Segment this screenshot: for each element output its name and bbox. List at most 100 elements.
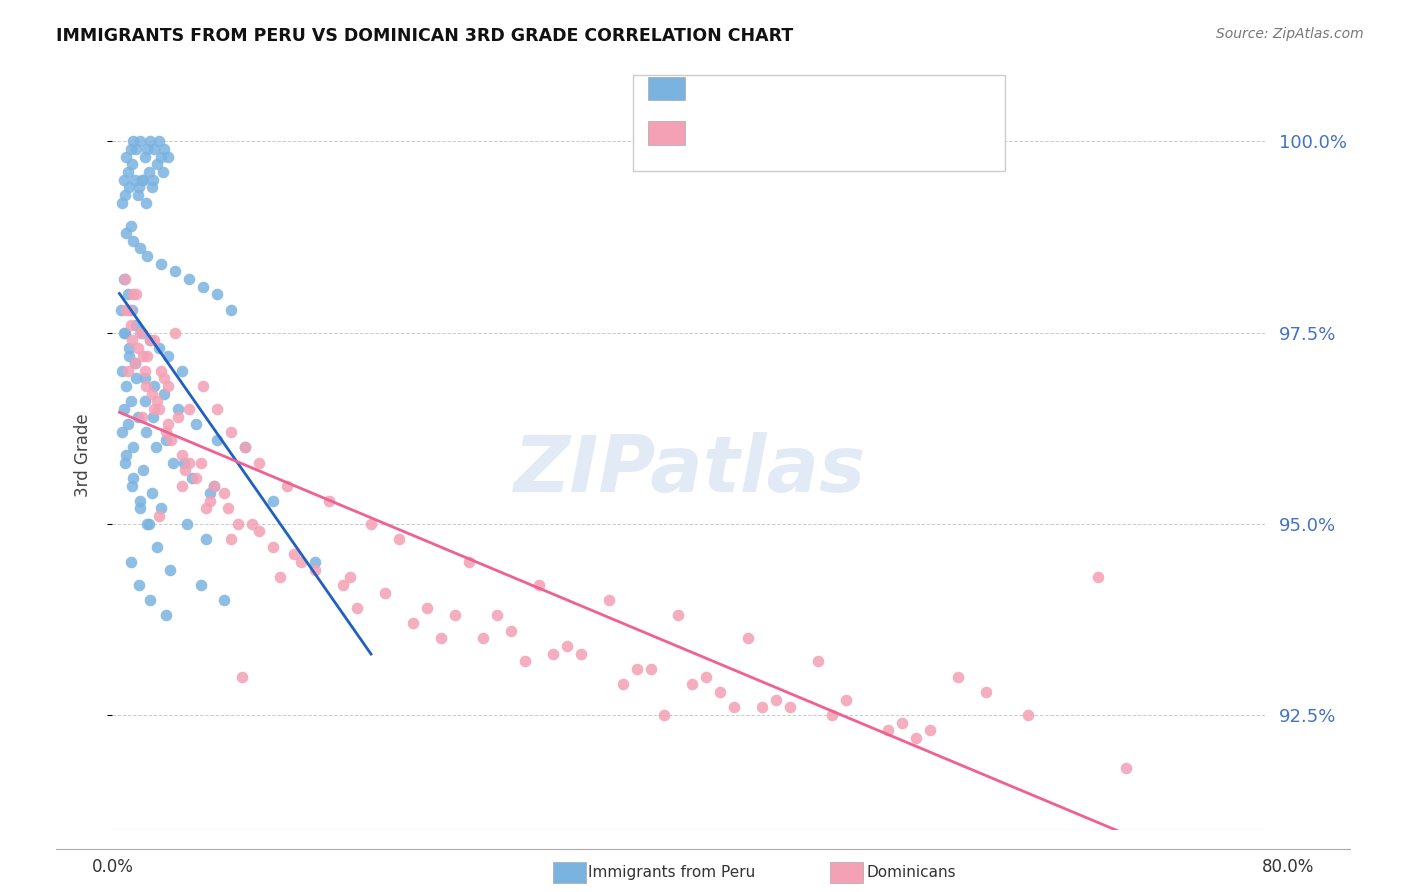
- Point: [416, 600, 439, 615]
- Point: [226, 516, 249, 531]
- Point: [179, 402, 201, 417]
- Point: [172, 448, 194, 462]
- Point: [148, 402, 170, 417]
- Point: [598, 593, 620, 607]
- Point: [807, 654, 830, 668]
- Text: 105: 105: [851, 123, 889, 141]
- Point: [145, 440, 167, 454]
- Point: [117, 417, 139, 432]
- Y-axis label: 3rd Grade: 3rd Grade: [73, 413, 91, 497]
- Point: [240, 516, 263, 531]
- Point: [112, 172, 135, 186]
- Point: [974, 685, 997, 699]
- Text: 0.395: 0.395: [738, 78, 794, 96]
- Point: [138, 516, 160, 531]
- Point: [247, 456, 270, 470]
- Point: [157, 379, 180, 393]
- Text: N =: N =: [806, 78, 837, 96]
- Point: [709, 685, 731, 699]
- Point: [135, 425, 157, 439]
- Point: [118, 349, 141, 363]
- Point: [179, 272, 201, 286]
- Point: [640, 662, 662, 676]
- Point: [142, 172, 165, 186]
- Point: [139, 333, 162, 347]
- Point: [1115, 761, 1137, 775]
- Text: 80.0%: 80.0%: [1263, 858, 1315, 876]
- Point: [122, 135, 145, 149]
- Point: [141, 486, 163, 500]
- Point: [499, 624, 522, 638]
- Point: [186, 471, 208, 485]
- Point: [402, 616, 425, 631]
- Point: [120, 555, 142, 569]
- Point: [612, 677, 634, 691]
- Point: [114, 188, 136, 202]
- Point: [112, 402, 135, 417]
- Point: [681, 677, 703, 691]
- Point: [233, 440, 256, 454]
- Point: [176, 516, 198, 531]
- Point: [111, 364, 134, 378]
- Point: [114, 272, 136, 286]
- Point: [114, 456, 136, 470]
- Point: [117, 165, 139, 179]
- Text: Immigrants from Peru: Immigrants from Peru: [588, 865, 755, 880]
- Point: [150, 501, 173, 516]
- Point: [167, 409, 190, 424]
- Point: [219, 302, 242, 317]
- Point: [128, 578, 150, 592]
- Point: [207, 402, 229, 417]
- Point: [139, 333, 162, 347]
- Point: [569, 647, 592, 661]
- Point: [157, 417, 180, 432]
- Point: [444, 608, 467, 623]
- Point: [143, 333, 166, 347]
- Point: [654, 707, 676, 722]
- Point: [214, 486, 236, 500]
- Point: [195, 501, 218, 516]
- Point: [339, 570, 361, 584]
- Point: [332, 578, 354, 592]
- Point: [204, 478, 226, 492]
- Point: [129, 326, 152, 340]
- Point: [214, 593, 236, 607]
- Point: [115, 302, 138, 317]
- Point: [120, 394, 142, 409]
- Point: [153, 371, 176, 385]
- Point: [304, 563, 326, 577]
- Point: [765, 692, 787, 706]
- Point: [207, 433, 229, 447]
- Point: [127, 188, 149, 202]
- Point: [132, 349, 155, 363]
- Point: [142, 409, 165, 424]
- Point: [129, 493, 152, 508]
- Point: [146, 157, 169, 171]
- Point: [165, 264, 187, 278]
- Point: [186, 417, 208, 432]
- Point: [172, 478, 194, 492]
- Point: [283, 547, 305, 561]
- Point: [207, 287, 229, 301]
- Point: [129, 135, 152, 149]
- Point: [136, 349, 159, 363]
- Text: -0.294: -0.294: [738, 123, 803, 141]
- Point: [153, 386, 176, 401]
- Point: [153, 142, 176, 156]
- Point: [143, 379, 166, 393]
- Point: [737, 632, 759, 646]
- Point: [132, 172, 155, 186]
- Point: [115, 448, 138, 462]
- Point: [165, 326, 187, 340]
- Point: [276, 478, 298, 492]
- Point: [115, 150, 138, 164]
- Point: [219, 425, 242, 439]
- Point: [125, 371, 148, 385]
- Point: [132, 463, 155, 477]
- Point: [200, 486, 222, 500]
- Point: [695, 670, 717, 684]
- Point: [155, 425, 177, 439]
- Point: [122, 471, 145, 485]
- Point: [262, 493, 284, 508]
- Point: [135, 379, 157, 393]
